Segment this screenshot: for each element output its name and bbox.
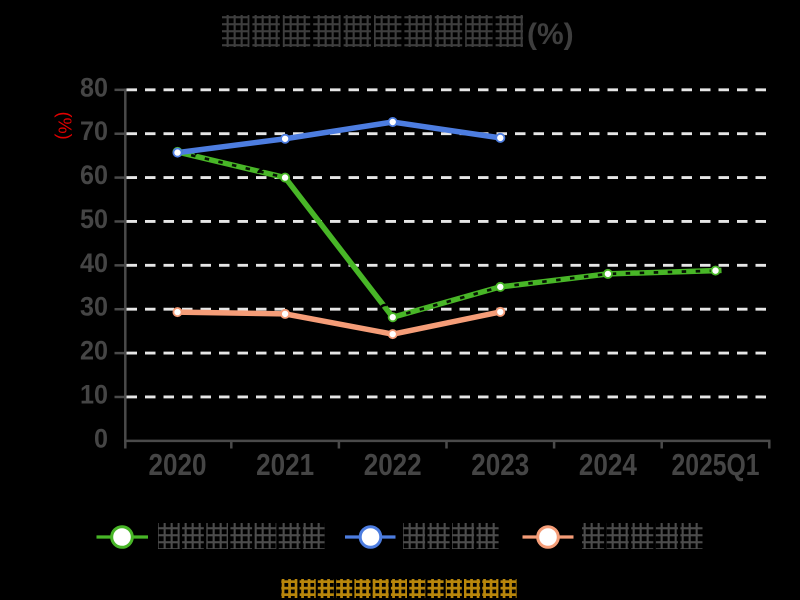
- svg-text:2024: 2024: [579, 447, 638, 482]
- svg-text:80: 80: [80, 72, 108, 102]
- svg-text:40: 40: [80, 248, 108, 278]
- svg-text:0: 0: [94, 423, 108, 453]
- svg-text:2020: 2020: [149, 447, 207, 482]
- svg-text:60: 60: [80, 160, 108, 190]
- svg-text:2021: 2021: [256, 447, 314, 482]
- svg-text:10: 10: [80, 380, 108, 410]
- svg-text:30: 30: [80, 292, 108, 322]
- svg-text:2022: 2022: [364, 447, 422, 482]
- svg-text:(%): (%): [54, 112, 74, 140]
- svg-text:2023: 2023: [471, 447, 529, 482]
- svg-text:70: 70: [80, 116, 108, 146]
- svg-text:20: 20: [80, 336, 108, 366]
- svg-text:(%): (%): [527, 18, 574, 51]
- svg-text:2025Q1: 2025Q1: [672, 447, 760, 482]
- svg-text:50: 50: [80, 204, 108, 234]
